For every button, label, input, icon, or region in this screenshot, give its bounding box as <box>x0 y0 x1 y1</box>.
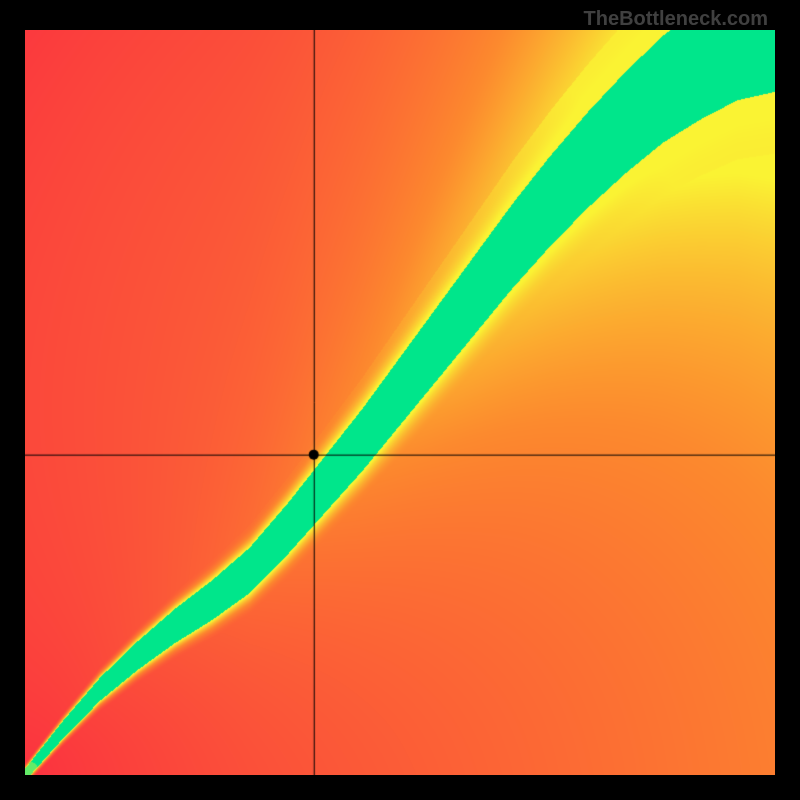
heatmap-canvas <box>25 30 775 775</box>
plot-area <box>25 30 775 775</box>
chart-container: TheBottleneck.com <box>0 0 800 800</box>
watermark-text: TheBottleneck.com <box>584 8 768 31</box>
